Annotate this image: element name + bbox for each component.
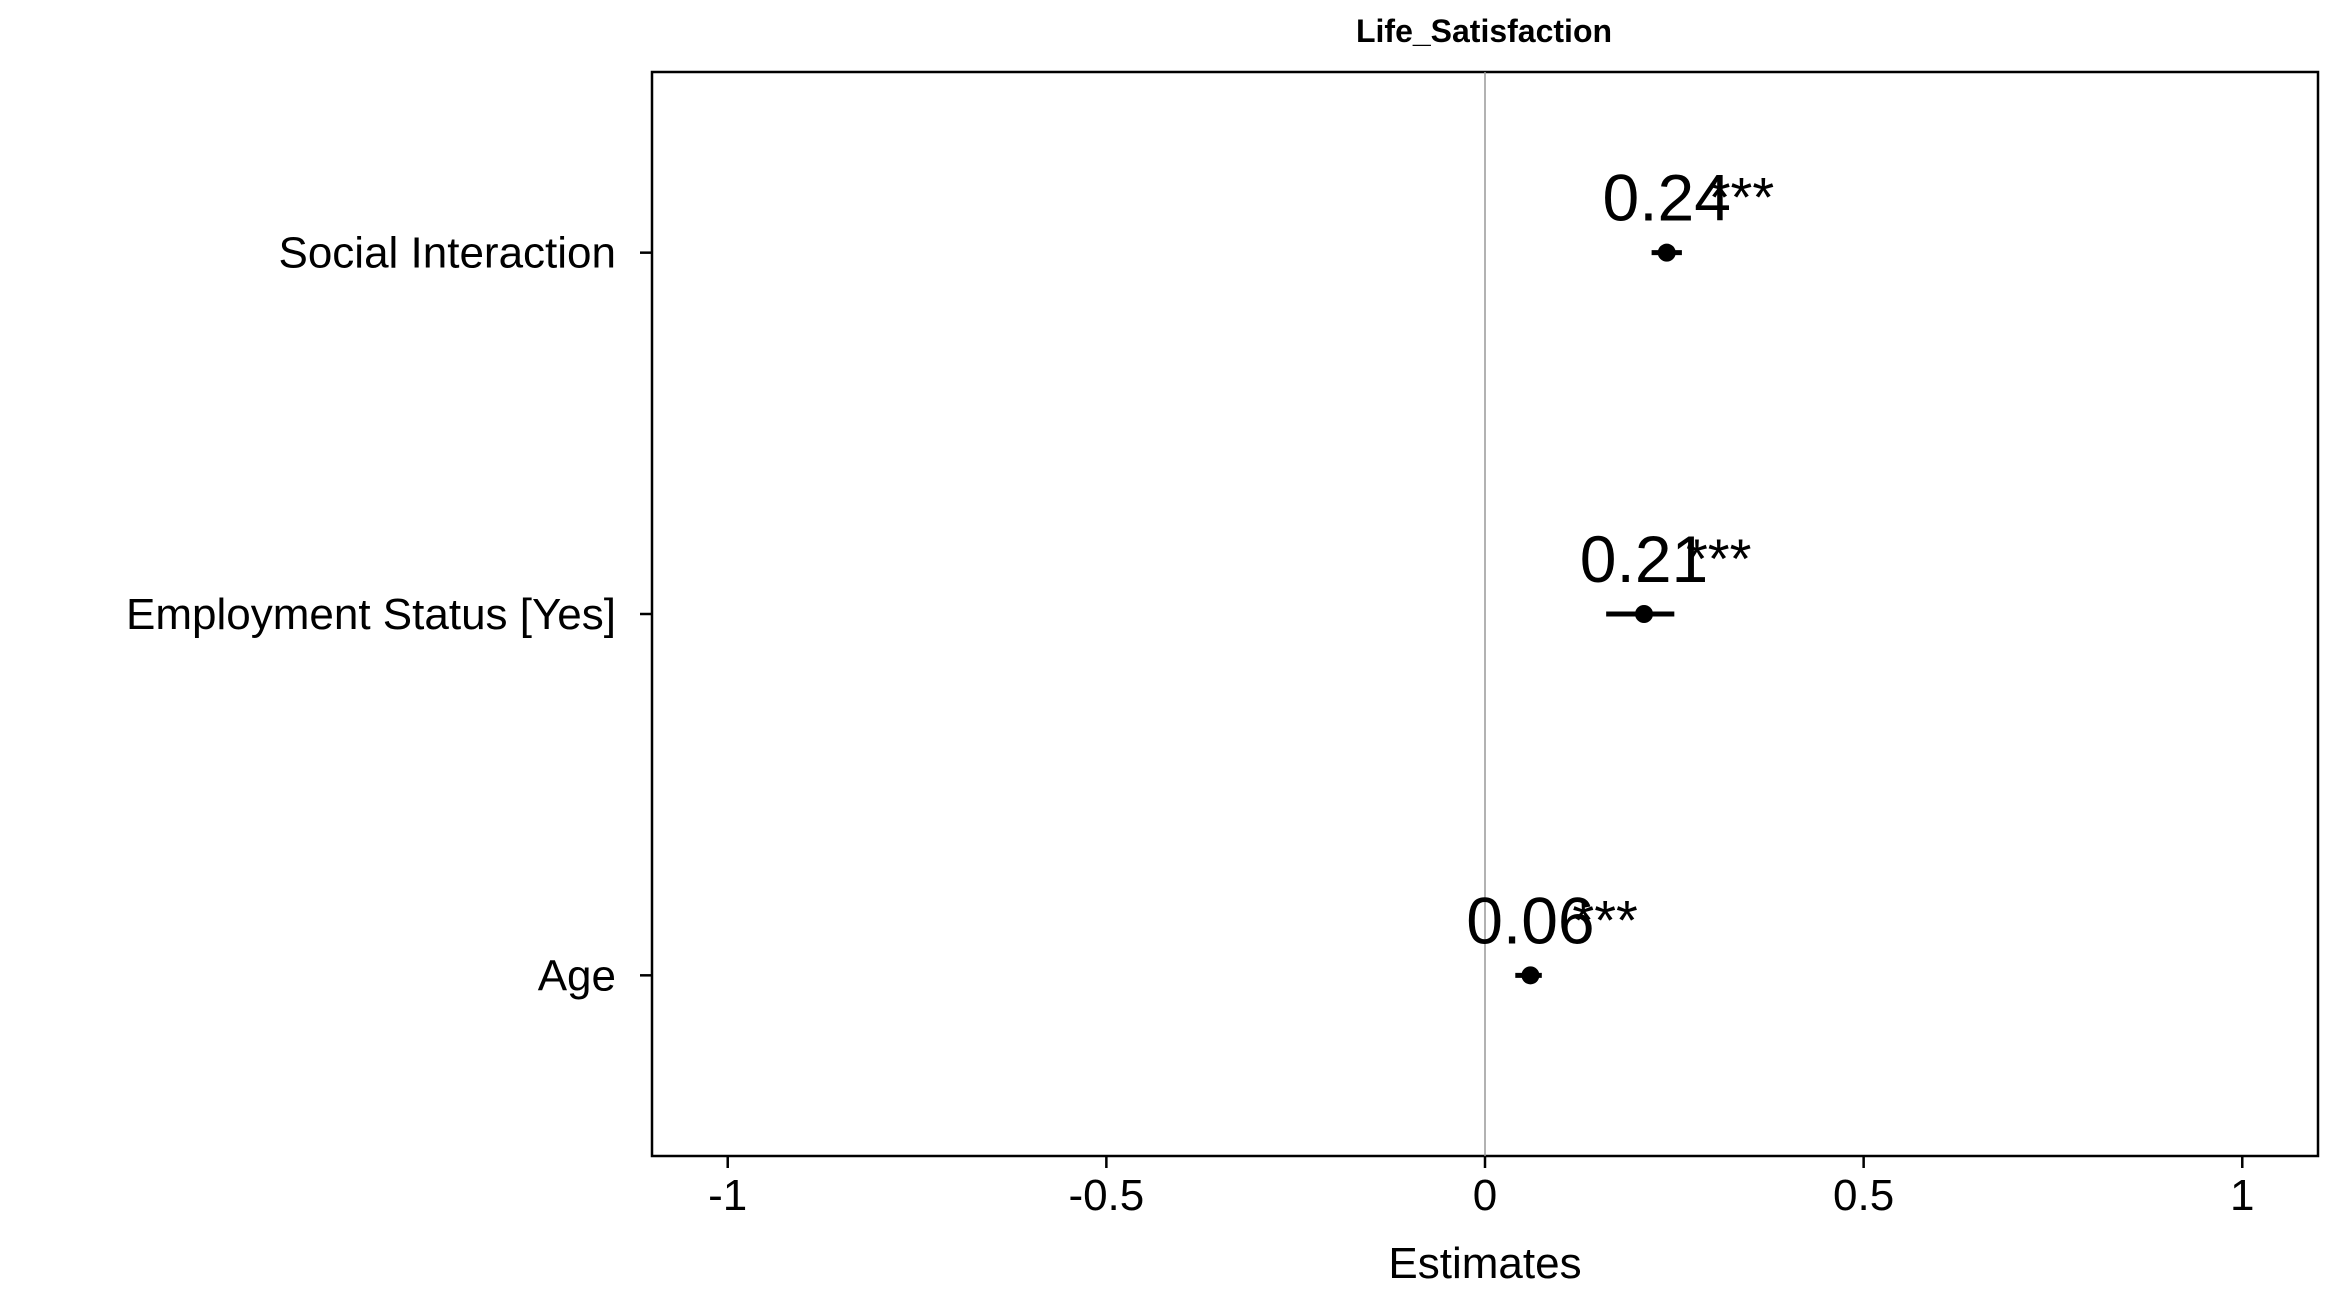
x-tick-label: 0 <box>1473 1171 1497 1220</box>
x-axis-label: Estimates <box>1388 1239 1581 1288</box>
chart-title: Life_Satisfaction <box>1356 13 1612 49</box>
x-tick-label: -0.5 <box>1068 1171 1144 1220</box>
significance-label: *** <box>1572 888 1637 951</box>
y-tick-label: Age <box>538 951 616 1000</box>
x-tick-label: -1 <box>708 1171 747 1220</box>
estimate-label: 0.21 <box>1580 522 1708 596</box>
estimate-label: 0.24 <box>1603 161 1731 235</box>
x-axis: -1 -0.5 0 0.5 1 <box>708 1156 2255 1220</box>
estimate-point <box>1657 243 1676 262</box>
x-tick-label: 1 <box>2230 1171 2254 1220</box>
y-tick-label: Social Interaction <box>278 229 616 278</box>
y-tick-label: Employment Status [Yes] <box>126 590 616 639</box>
estimate-point <box>1521 966 1540 985</box>
estimate-point <box>1635 605 1654 623</box>
x-tick-label: 0.5 <box>1833 1171 1894 1220</box>
significance-label: *** <box>1709 166 1774 229</box>
significance-label: *** <box>1686 527 1751 590</box>
y-axis: Social Interaction Employment Status [Yes… <box>126 229 652 1000</box>
estimate-label: 0.06 <box>1466 883 1594 957</box>
estimate-marks: 0.24***0.21***0.06*** <box>1466 161 1774 985</box>
